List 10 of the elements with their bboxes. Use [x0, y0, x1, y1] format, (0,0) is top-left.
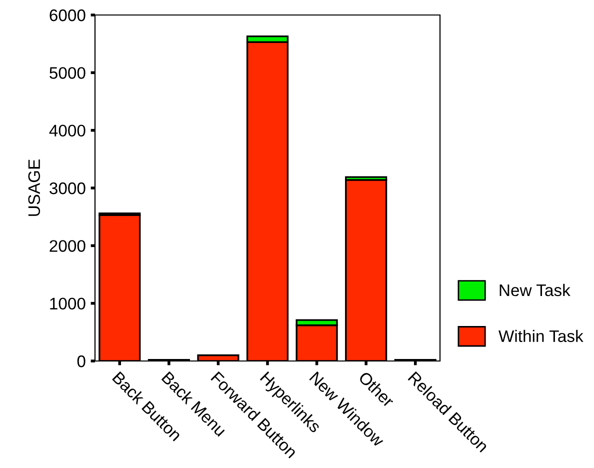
y-tick-label: 4000	[49, 124, 86, 137]
legend-label: New Task	[500, 284, 570, 296]
y-tick-label: 5000	[50, 67, 86, 79]
y-tick-label: 2000	[50, 240, 86, 252]
y-tick-label: 6000	[50, 9, 86, 22]
y-axis-title: USAGE	[28, 160, 40, 216]
y-tick-label: 0	[77, 355, 86, 368]
y-tick-label: 3000	[50, 182, 86, 194]
legend-label: Within Task	[498, 330, 584, 342]
y-tick-label: 1000	[50, 298, 86, 310]
